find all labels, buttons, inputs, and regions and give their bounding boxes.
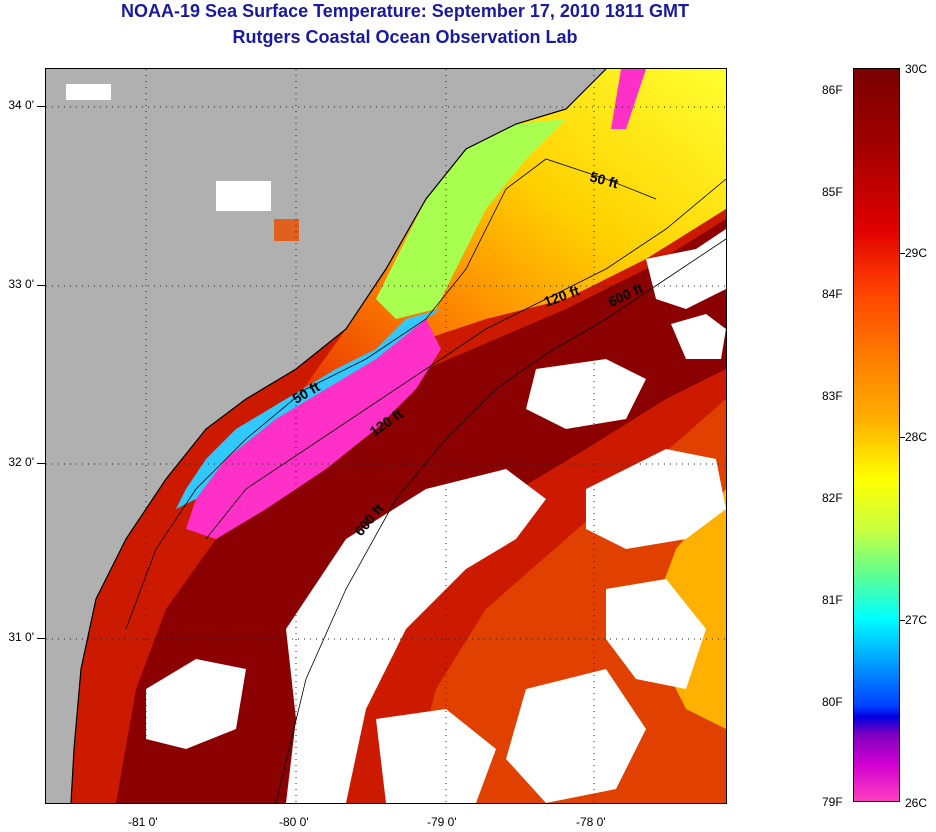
isobath-600ft	[275, 238, 726, 803]
nearshore-green	[376, 119, 566, 319]
colorbar-f-label: 79F	[822, 795, 843, 809]
colorbar-f-label: 84F	[822, 287, 843, 301]
isobath-50ft	[125, 158, 657, 630]
map-title: NOAA-19 Sea Surface Temperature: Septemb…	[121, 1, 689, 21]
cloud-cover	[146, 229, 726, 803]
colorbar-f-label: 86F	[822, 83, 843, 97]
lon-label: -79 0'	[427, 815, 457, 829]
land-speck	[274, 219, 299, 241]
colorbar-c-label: 28C	[905, 430, 928, 444]
sst-map: 50 ft 120 ft 600 ft 50 ft 120 ft 600 ft	[45, 68, 727, 804]
colorbar-f-label: 80F	[822, 695, 843, 709]
lat-label: 33 0'	[8, 277, 34, 291]
colorbar-c-label: 29C	[905, 246, 928, 260]
y-tick	[37, 106, 45, 107]
y-tick	[37, 285, 45, 286]
cold-streak-north	[611, 69, 646, 129]
lat-label: 32 0'	[8, 455, 34, 469]
lon-label: -78 0'	[576, 815, 606, 829]
lat-label: 34 0'	[8, 98, 34, 112]
colorbar-c-label: 27C	[905, 613, 928, 627]
colorbar-f-label: 83F	[822, 389, 843, 403]
graticule	[46, 69, 726, 803]
temperature-colorbar	[853, 68, 900, 802]
isobath-120ft	[205, 178, 726, 540]
cold-upwelling	[186, 319, 441, 539]
cool-fringe	[176, 309, 441, 509]
isobath-label: 50 ft	[588, 168, 620, 191]
y-tick	[37, 463, 45, 464]
colorbar-tick	[899, 253, 905, 254]
colorbar-f-label: 82F	[822, 491, 843, 505]
lon-label: -80 0'	[279, 815, 309, 829]
lat-label: 31 0'	[8, 630, 34, 644]
colorbar-tick	[899, 437, 905, 438]
lon-label: -81 0'	[128, 815, 158, 829]
colorbar-tick	[899, 620, 905, 621]
colorbar-c-label: 30C	[905, 62, 928, 76]
coastline	[70, 69, 607, 803]
sst-map-canvas: 50 ft 120 ft 600 ft 50 ft 120 ft 600 ft	[46, 69, 726, 803]
map-subtitle: Rutgers Coastal Ocean Observation Lab	[232, 27, 578, 47]
colorbar-f-label: 81F	[822, 593, 843, 607]
y-tick	[37, 638, 45, 639]
land-speck	[66, 84, 111, 100]
colorbar-f-label: 85F	[822, 185, 843, 199]
colorbar-c-label: 26C	[905, 796, 928, 810]
land-speck	[216, 181, 271, 211]
